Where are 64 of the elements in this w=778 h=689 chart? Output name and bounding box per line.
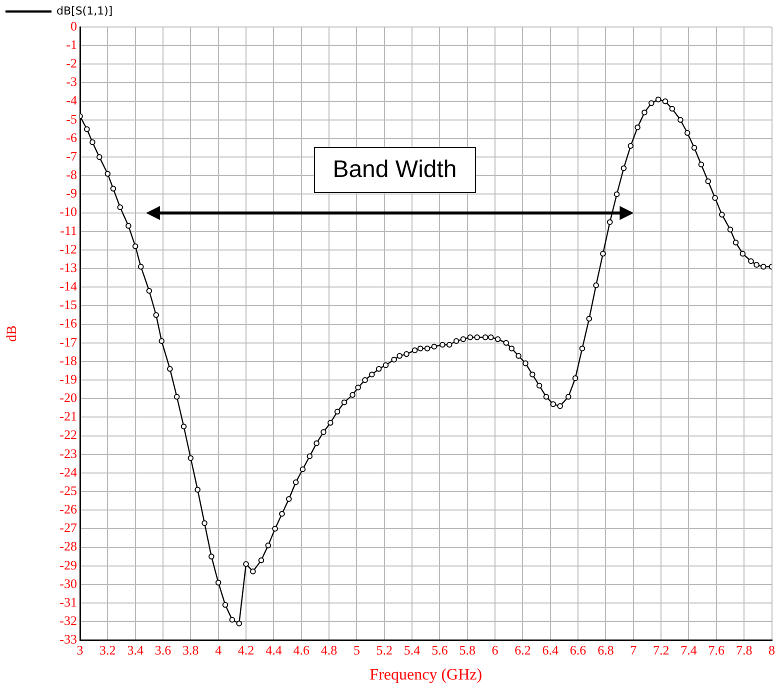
y-tick-label: -7 bbox=[66, 148, 78, 164]
y-tick-label: -25 bbox=[60, 482, 77, 498]
x-tick-label: 7.8 bbox=[736, 642, 752, 658]
x-tick-label: 4.4 bbox=[266, 642, 282, 658]
y-tick-label: -3 bbox=[66, 74, 77, 90]
y-tick-label: -27 bbox=[60, 520, 78, 536]
x-tick-label: 6.4 bbox=[542, 642, 560, 658]
y-tick-label: -12 bbox=[60, 241, 77, 256]
y-tick-label: -32 bbox=[60, 613, 77, 628]
x-tick-label: 7 bbox=[630, 642, 638, 658]
y-tick-label: -13 bbox=[60, 260, 77, 275]
x-tick-label: 7.6 bbox=[708, 642, 726, 658]
legend-label: dB[S(1,1)] bbox=[56, 4, 113, 18]
x-tick-label: 5 bbox=[353, 642, 360, 658]
y-tick-label: -29 bbox=[60, 557, 77, 572]
x-tick-label: 5.2 bbox=[376, 642, 392, 658]
x-tick-label: 6.6 bbox=[570, 642, 587, 658]
y-tick-label: -10 bbox=[60, 204, 77, 220]
x-tick-label: 8 bbox=[768, 642, 775, 658]
y-tick-label: -15 bbox=[60, 297, 77, 312]
y-tick-label: -31 bbox=[60, 594, 77, 610]
annotation: Band Width bbox=[314, 146, 476, 193]
y-axis-title: dB bbox=[5, 325, 20, 342]
y-tick-label: -14 bbox=[60, 278, 78, 294]
x-tick-label: 4.2 bbox=[238, 642, 254, 658]
x-axis-title: Frequency (GHz) bbox=[370, 666, 482, 684]
y-tick-label: 0 bbox=[70, 18, 77, 34]
y-tick-label: -8 bbox=[66, 167, 77, 182]
y-tick-label: -16 bbox=[60, 316, 78, 331]
x-tick-label: 3.8 bbox=[182, 642, 199, 658]
y-tick-label: -33 bbox=[60, 632, 77, 647]
y-tick-label: -4 bbox=[66, 92, 78, 108]
y-tick-label: -17 bbox=[60, 334, 78, 350]
y-tick-label: -19 bbox=[60, 371, 77, 386]
y-tick-label: -18 bbox=[60, 352, 77, 368]
x-tick-label: 4.8 bbox=[320, 642, 338, 658]
x-tick-label: 4 bbox=[215, 642, 222, 658]
x-tick-label: 6.2 bbox=[514, 642, 531, 658]
y-tick-label: -20 bbox=[60, 390, 77, 406]
x-tick-label: 6.8 bbox=[598, 642, 614, 658]
y-tick-label: -24 bbox=[60, 464, 78, 480]
y-tick-label: -5 bbox=[66, 111, 77, 126]
y-tick-label: -11 bbox=[60, 222, 77, 238]
y-tick-label: -22 bbox=[60, 427, 77, 442]
y-tick-label: -21 bbox=[60, 408, 77, 424]
y-tick-label: -6 bbox=[66, 130, 78, 145]
x-tick-label: 3 bbox=[76, 642, 84, 658]
y-tick-label: -23 bbox=[60, 446, 77, 461]
x-tick-label: 5.4 bbox=[404, 642, 421, 658]
y-tick-label: -9 bbox=[66, 186, 77, 201]
y-tick-label: -1 bbox=[66, 37, 77, 52]
y-tick-label: -26 bbox=[60, 502, 78, 517]
y-tick-label: -2 bbox=[66, 56, 77, 71]
x-tick-label: 7.2 bbox=[652, 642, 670, 658]
x-tick-label: 5.8 bbox=[459, 642, 476, 658]
x-tick-label: 5.6 bbox=[432, 642, 448, 658]
x-tick-label: 3.2 bbox=[100, 642, 116, 658]
x-tick-label: 3.4 bbox=[127, 642, 144, 658]
x-tick-label: 3.6 bbox=[154, 642, 172, 658]
y-tick-label: -28 bbox=[60, 538, 77, 554]
x-tick-label: 6 bbox=[492, 642, 499, 658]
x-tick-label: 7.4 bbox=[680, 642, 698, 658]
x-tick-label: 4.6 bbox=[293, 642, 310, 658]
y-tick-label: -30 bbox=[60, 576, 77, 591]
